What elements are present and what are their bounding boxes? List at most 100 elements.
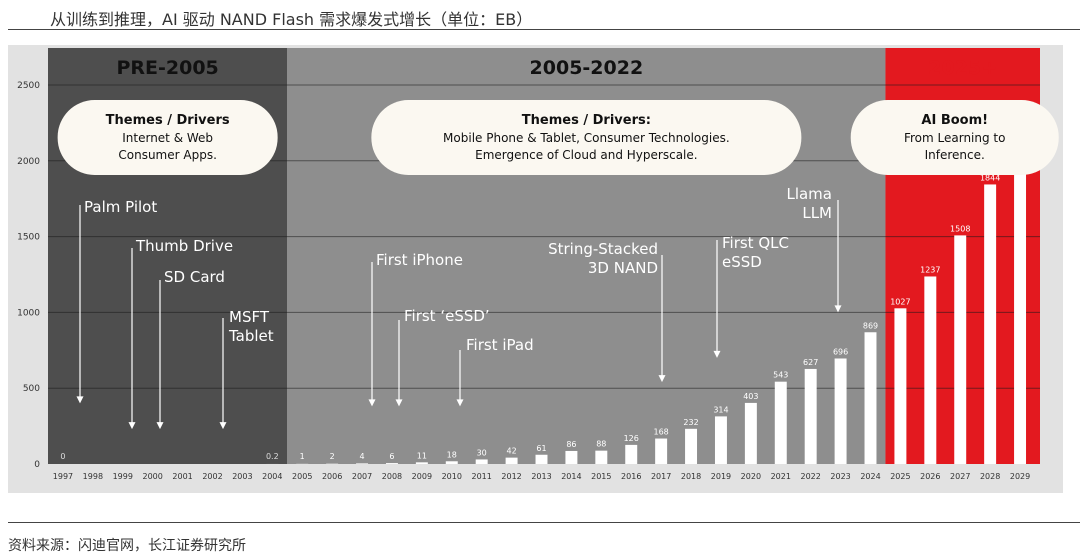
annotation-arrowhead xyxy=(219,422,227,430)
annotation-text: First iPhone xyxy=(376,251,463,269)
value-label: 168 xyxy=(653,428,668,437)
x-tick-label: 2028 xyxy=(980,472,1000,481)
value-label: 1508 xyxy=(950,224,970,233)
x-tick-label: 1998 xyxy=(83,472,103,481)
annotation-text: First ‘eSSD’ xyxy=(404,307,490,325)
value-label: 88 xyxy=(596,440,606,449)
x-tick-label: 2029 xyxy=(1010,472,1030,481)
bar-2029 xyxy=(1014,125,1027,464)
annotation-arrowhead xyxy=(713,350,721,358)
bar-2014 xyxy=(565,450,578,464)
y-tick-label: 0 xyxy=(34,460,40,470)
x-tick-label: 2006 xyxy=(322,472,342,481)
value-label: 0.2 xyxy=(266,452,279,461)
bar-2023 xyxy=(834,358,847,464)
x-tick-label: 2000 xyxy=(143,472,163,481)
annotation-arrowhead xyxy=(76,396,84,404)
value-label: 86 xyxy=(566,440,576,449)
source-note: 资料来源：闪迪官网，长江证券研究所 xyxy=(8,538,246,554)
x-tick-label: 2014 xyxy=(561,472,581,481)
x-tick-label: 2012 xyxy=(501,472,521,481)
theme-box-line: From Learning to xyxy=(904,131,1006,145)
x-tick-label: 1999 xyxy=(113,472,133,481)
theme-box-line: Emergence of Cloud and Hyperscale. xyxy=(475,148,697,162)
x-axis-ticks: 1997 1998 1999 2000 2001 2002 2003 2004 2005 2006… xyxy=(53,472,1030,481)
x-tick-label: 2027 xyxy=(950,472,970,481)
theme-box-line: Inference. xyxy=(925,148,985,162)
bar-2028 xyxy=(984,184,997,465)
annotation-text: Palm Pilot xyxy=(84,198,157,216)
x-tick-label: 2022 xyxy=(801,472,821,481)
value-label: 1027 xyxy=(890,297,910,306)
annotation-text: 3D NAND xyxy=(588,259,658,277)
value-label: 869 xyxy=(863,321,878,330)
x-tick-label: 2011 xyxy=(472,472,492,481)
annotation-text: First iPad xyxy=(466,336,534,354)
annotation-text: Tablet xyxy=(228,327,274,345)
bar-2018 xyxy=(685,428,698,464)
value-label: 314 xyxy=(713,405,728,414)
x-tick-label: 2025 xyxy=(890,472,910,481)
annotation-text: eSSD xyxy=(722,253,762,271)
x-tick-label: 2002 xyxy=(202,472,222,481)
value-label: 627 xyxy=(803,358,818,367)
annotation-text: First QLC xyxy=(722,234,789,252)
annotation-arrowhead xyxy=(456,399,464,407)
annotation-arrowhead xyxy=(128,422,136,430)
value-label: 2 xyxy=(330,452,335,461)
x-tick-label: 2024 xyxy=(860,472,880,481)
era-headers-group: PRE-2005 Themes / Drivers Internet & Web Co… xyxy=(57,57,1059,175)
value-label: 30 xyxy=(477,448,487,457)
theme-box-3 xyxy=(850,100,1059,175)
x-tick-label: 2016 xyxy=(621,472,641,481)
annotation-text: SD Card xyxy=(164,268,225,286)
value-label: 696 xyxy=(833,347,848,356)
x-tick-label: 2007 xyxy=(352,472,372,481)
bar-2026 xyxy=(924,276,937,464)
annotation-arrowhead xyxy=(834,305,842,313)
value-label: 126 xyxy=(624,434,639,443)
annotation-text: String-Stacked xyxy=(548,240,658,258)
x-tick-label: 2009 xyxy=(412,472,432,481)
x-tick-label: 2001 xyxy=(172,472,192,481)
top-rule xyxy=(8,29,1080,30)
theme-box-1 xyxy=(57,100,278,175)
bar-2011 xyxy=(475,459,488,464)
annotation-text: MSFT xyxy=(229,308,270,326)
x-tick-label: 2020 xyxy=(741,472,761,481)
value-label: 1844 xyxy=(980,173,1000,182)
era-header-2: 2005-2022 xyxy=(530,57,644,79)
x-tick-label: 2017 xyxy=(651,472,671,481)
y-tick-label: 2000 xyxy=(17,157,40,167)
y-tick-label: 1500 xyxy=(17,233,40,243)
bar-2025 xyxy=(894,308,907,464)
annotation-arrowhead xyxy=(395,399,403,407)
y-axis-ticks: 0 500 1000 1500 2000 2500 xyxy=(17,81,40,470)
value-label: 6 xyxy=(389,452,394,461)
value-label: 403 xyxy=(743,392,758,401)
x-tick-label: 2008 xyxy=(382,472,402,481)
theme-box-title: Themes / Drivers: xyxy=(522,113,651,128)
theme-box-title: AI Boom! xyxy=(921,113,988,128)
x-tick-label: 2010 xyxy=(442,472,462,481)
bar-2021 xyxy=(774,381,787,464)
annotation-text: Thumb Drive xyxy=(135,237,233,255)
bar-2009 xyxy=(415,462,428,464)
x-tick-label: 2021 xyxy=(771,472,791,481)
bar-2013 xyxy=(535,454,548,464)
value-label: 11 xyxy=(417,451,427,460)
bar-2022 xyxy=(804,368,817,464)
x-tick-label: 2023 xyxy=(830,472,850,481)
annotation-arrowhead xyxy=(658,375,666,383)
value-label: 1237 xyxy=(920,265,940,274)
bar-2017 xyxy=(655,438,668,464)
x-tick-label: 2015 xyxy=(591,472,611,481)
x-tick-label: 2013 xyxy=(531,472,551,481)
bar-2015 xyxy=(595,450,608,464)
chart-heading: 从训练到推理，AI 驱动 NAND Flash 需求爆发式增长（单位：EB） xyxy=(50,10,533,29)
x-tick-label: 2005 xyxy=(292,472,312,481)
theme-box-title: Themes / Drivers xyxy=(106,113,230,128)
bar-2019 xyxy=(714,416,727,464)
annotation-text: Llama xyxy=(786,185,832,203)
